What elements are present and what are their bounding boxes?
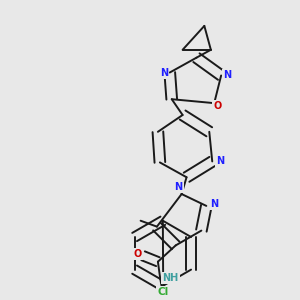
Text: Cl: Cl — [157, 287, 169, 297]
Text: O: O — [134, 249, 142, 259]
Text: N: N — [175, 182, 183, 192]
Text: N: N — [160, 68, 168, 77]
Text: N: N — [223, 70, 231, 80]
Text: O: O — [213, 101, 221, 111]
Text: N: N — [210, 200, 218, 209]
Text: NH: NH — [163, 273, 179, 283]
Text: N: N — [217, 156, 225, 167]
